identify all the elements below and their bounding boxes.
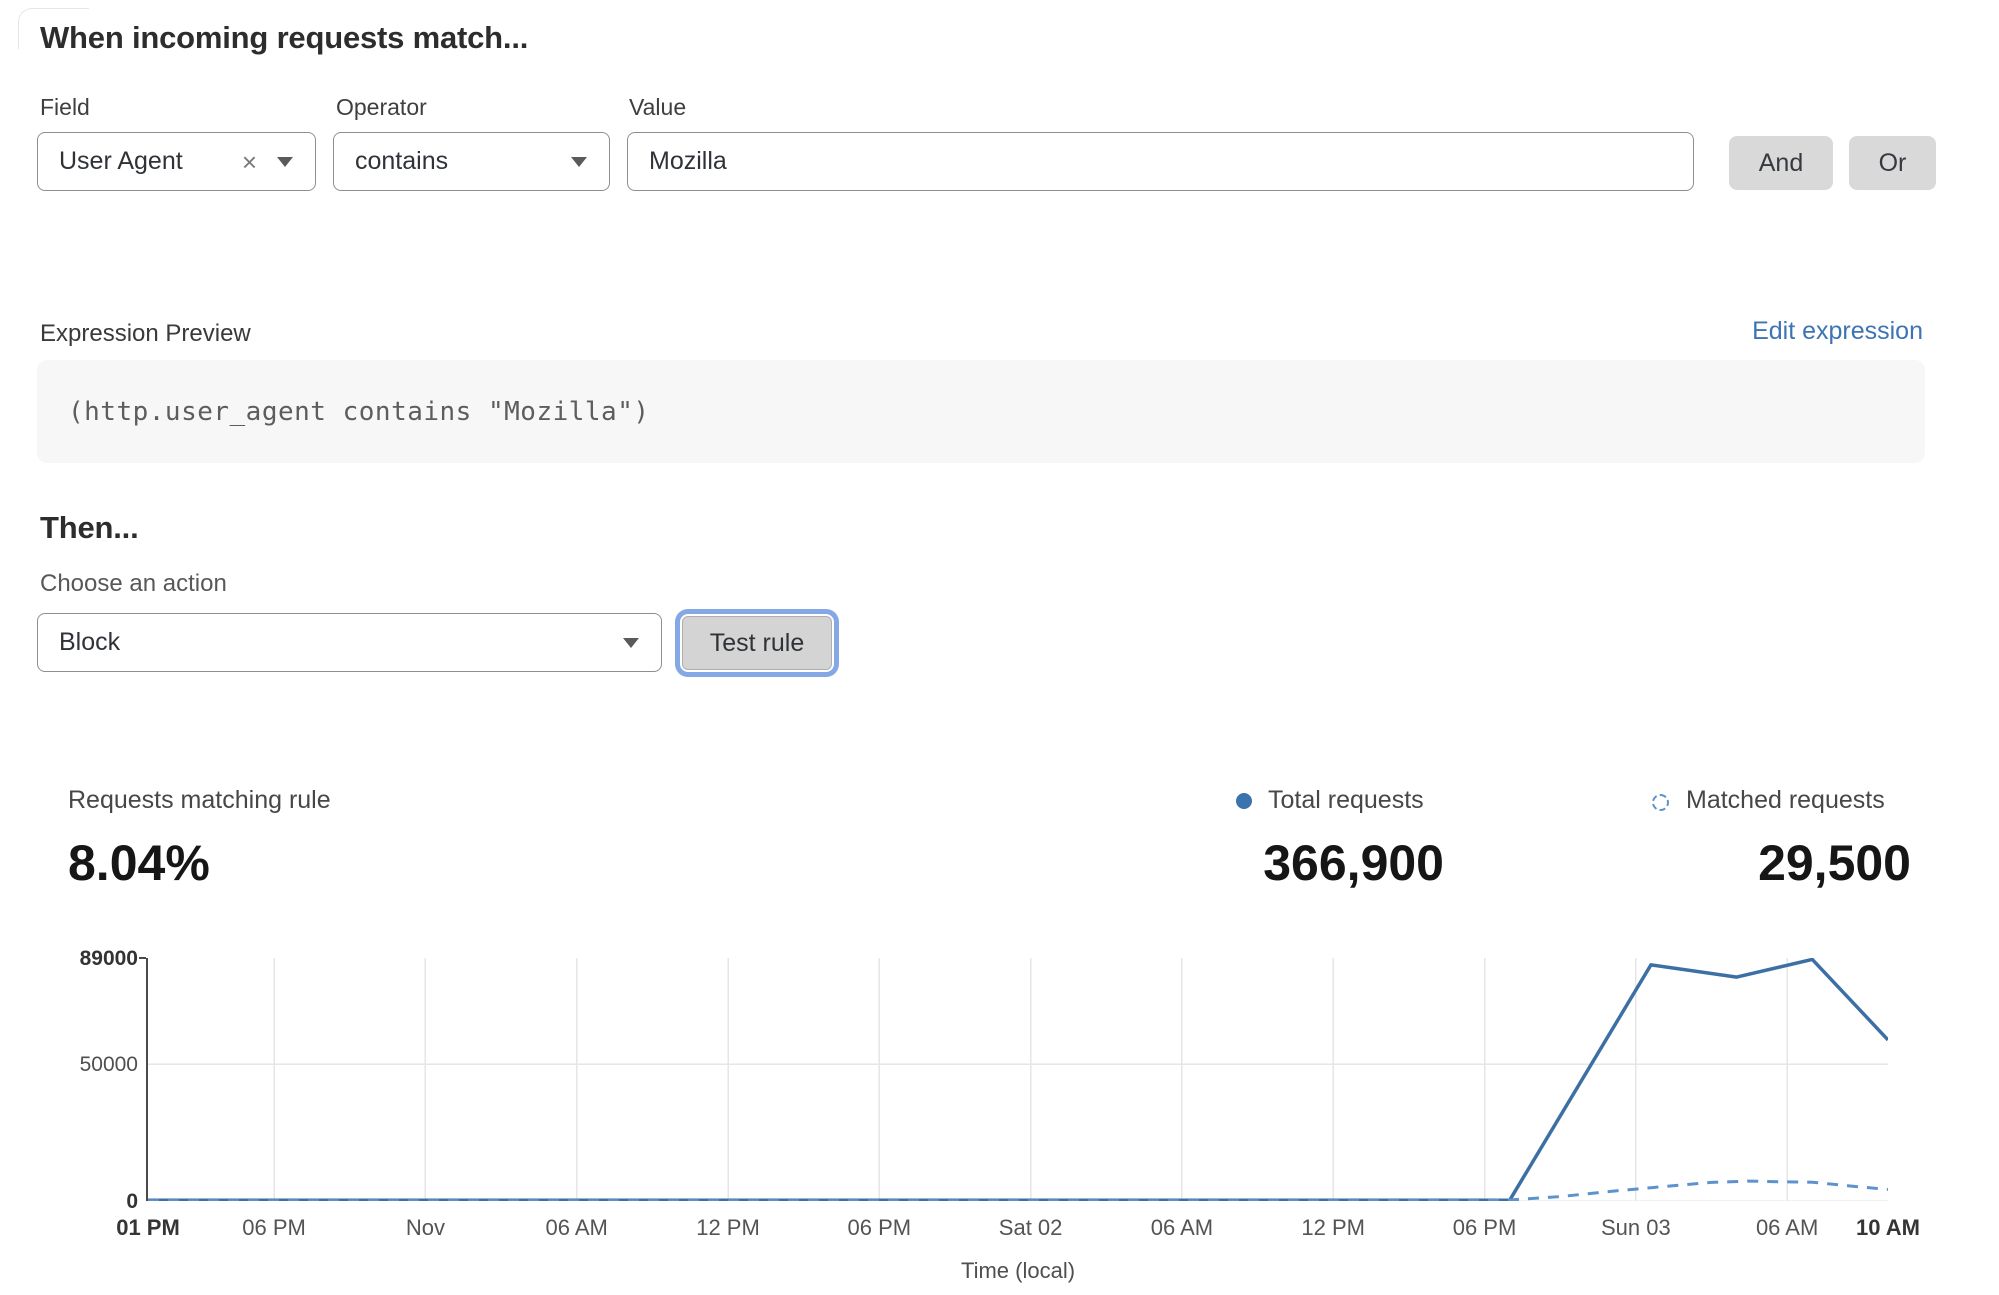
total-requests-legend-icon: [1236, 793, 1252, 809]
operator-label: Operator: [336, 94, 427, 120]
and-button[interactable]: And: [1729, 136, 1833, 190]
clear-icon[interactable]: ×: [241, 146, 257, 177]
x-tick-label: Sat 02: [998, 1215, 1063, 1240]
y-axis-top-tick: [139, 957, 146, 959]
x-tick-label: 06 PM: [1452, 1215, 1517, 1240]
matched-requests-label: Matched requests: [1686, 786, 1885, 814]
requests-chart: [148, 958, 1888, 1201]
chevron-down-icon: [623, 637, 639, 648]
series-dashed: [148, 1179, 1888, 1201]
y-tick-label: 50000: [79, 1053, 138, 1077]
test-rule-button[interactable]: Test rule: [682, 616, 832, 670]
x-tick-label: 10 AM: [1856, 1215, 1920, 1240]
operator-select[interactable]: contains: [333, 132, 610, 191]
x-tick-label: 06 PM: [847, 1215, 912, 1240]
chevron-down-icon: [571, 156, 587, 167]
total-requests-label: Total requests: [1268, 786, 1424, 814]
action-select-value: Block: [59, 628, 121, 656]
card-corner-decoration: [18, 8, 89, 49]
total-requests-value: 366,900: [1263, 835, 1444, 891]
expression-preview-label: Expression Preview: [40, 320, 251, 347]
matching-rule-value: 8.04%: [68, 835, 210, 891]
or-button[interactable]: Or: [1849, 136, 1936, 190]
x-axis-labels: 01 PM 06 PM Nov 06 AM 12 PM 06 PM Sat 02 06 AM 1…: [116, 1215, 1920, 1245]
y-axis-labels: 89000 50000 0: [0, 947, 138, 1213]
y-tick-label: 0: [126, 1190, 138, 1213]
expression-code-block: (http.user_agent contains "Mozilla"): [37, 360, 1925, 463]
value-input[interactable]: [627, 132, 1694, 191]
field-select[interactable]: User Agent ×: [37, 132, 316, 191]
x-tick-label: 12 PM: [1301, 1215, 1365, 1240]
x-tick-label: 01 PM: [116, 1215, 180, 1240]
value-label: Value: [629, 94, 687, 120]
x-axis-title: Time (local): [960, 1258, 1076, 1283]
matched-requests-legend-icon: [1652, 794, 1669, 811]
x-tick-label: Sun 03: [1600, 1215, 1671, 1240]
edit-expression-link[interactable]: Edit expression: [1752, 317, 1923, 345]
operator-select-value: contains: [355, 147, 449, 175]
y-axis-line: [146, 958, 148, 1201]
matched-requests-value: 29,500: [1758, 835, 1911, 891]
x-tick-label: 06 AM: [545, 1215, 608, 1240]
field-select-value: User Agent: [59, 147, 183, 175]
x-tick-label: 06 AM: [1755, 1215, 1819, 1240]
field-label: Field: [40, 94, 90, 120]
y-tick-label: 89000: [79, 947, 138, 970]
expression-code: (http.user_agent contains "Mozilla"): [68, 396, 650, 427]
then-heading: Then...: [40, 510, 139, 545]
choose-action-label: Choose an action: [40, 570, 227, 597]
x-tick-label: Nov: [405, 1215, 445, 1240]
series-solid: [148, 958, 1888, 1201]
chevron-down-icon: [277, 156, 293, 167]
action-select[interactable]: Block: [37, 613, 662, 672]
chart-canvas: [148, 958, 1888, 1201]
x-tick-label: 12 PM: [696, 1215, 760, 1240]
matching-rule-label: Requests matching rule: [68, 786, 331, 814]
page-title: When incoming requests match...: [40, 20, 529, 55]
x-tick-label: 06 AM: [1150, 1215, 1214, 1240]
x-tick-label: 06 PM: [242, 1215, 306, 1240]
